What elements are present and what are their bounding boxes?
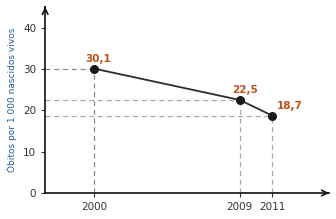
Text: 18,7: 18,7 bbox=[277, 101, 303, 111]
Text: 30,1: 30,1 bbox=[86, 54, 112, 64]
Text: 22,5: 22,5 bbox=[232, 85, 257, 95]
Point bbox=[237, 98, 243, 102]
Point bbox=[269, 114, 275, 117]
Point bbox=[91, 67, 96, 70]
Y-axis label: Óbitos por 1 000 nascidos vivos: Óbitos por 1 000 nascidos vivos bbox=[7, 28, 17, 172]
